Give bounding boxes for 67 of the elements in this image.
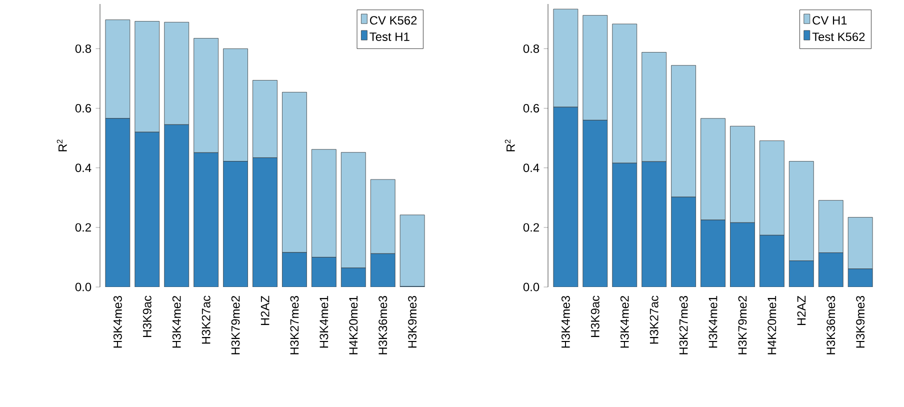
- bar: [612, 163, 637, 287]
- y-tick-label: 0.8: [75, 44, 92, 53]
- bar: [341, 268, 366, 287]
- x-tick-label: H3K36me3: [826, 296, 836, 354]
- bar: [700, 220, 726, 287]
- bar: [223, 161, 248, 287]
- y-tick-label: 0.6: [75, 104, 92, 112]
- x-tick-label: H3K79me2: [231, 296, 240, 354]
- bar: [312, 149, 336, 258]
- y-tick-label: 0.2: [523, 223, 539, 232]
- y-tick-label: 0.0: [75, 282, 92, 292]
- y-tick-label: 0.2: [75, 223, 91, 232]
- legend-label: Test H1: [370, 32, 410, 41]
- bar: [370, 179, 396, 254]
- bar: [105, 118, 130, 287]
- bar: [642, 162, 666, 287]
- bar: [164, 124, 189, 287]
- bar: [252, 158, 278, 287]
- bar: [848, 268, 873, 287]
- x-tick-label: H4K20me1: [768, 296, 776, 354]
- x-tick-label: H3K4me3: [113, 296, 122, 348]
- bar: [730, 222, 755, 287]
- x-tick-label: H3K4me2: [620, 296, 629, 348]
- x-tick-label: H3K36me3: [378, 296, 388, 354]
- x-tick-label: H3K27me3: [290, 296, 299, 354]
- x-tick-label: H3K4me1: [708, 296, 718, 348]
- x-tick-label: H3K9me3: [856, 296, 865, 348]
- x-tick-label: H2AZ: [260, 296, 270, 326]
- x-tick-label: H3K4me3: [561, 296, 570, 348]
- legend-label: Test K562: [812, 32, 865, 42]
- bar: [818, 200, 844, 253]
- y-tick-label: 0.6: [523, 104, 540, 112]
- x-tick-label: H2AZ: [797, 296, 806, 326]
- x-tick-label: H3K9me3: [408, 296, 417, 348]
- y-axis-title: R$^{2}$: [504, 140, 515, 152]
- x-tick-label: H3K79me2: [738, 296, 747, 354]
- x-tick-label: H3K27ac: [202, 296, 210, 344]
- bar: [818, 252, 844, 287]
- bar: [700, 118, 726, 220]
- y-tick-label: 0.8: [523, 44, 540, 53]
- bar: [134, 132, 160, 287]
- x-tick-label: H3K4me2: [172, 296, 181, 348]
- legend-label: CV H1: [812, 16, 847, 25]
- bar: [582, 120, 608, 287]
- bar: [760, 235, 784, 287]
- y-tick-label: 0.0: [523, 282, 540, 292]
- bar: [553, 107, 578, 287]
- bar: [788, 161, 814, 261]
- bar: [730, 126, 755, 223]
- bar: [312, 257, 336, 287]
- bar: [760, 140, 784, 236]
- legend-label: CV K562: [370, 16, 417, 25]
- x-tick-label: H3K9ac: [590, 296, 600, 337]
- x-tick-label: H3K27ac: [650, 296, 658, 344]
- y-axis-title: R$^{2}$: [56, 140, 67, 152]
- bar: [282, 252, 307, 287]
- x-tick-label: H3K27me3: [679, 296, 688, 354]
- x-tick-label: H3K4me1: [320, 296, 328, 348]
- bar: [370, 254, 396, 287]
- bar: [340, 152, 366, 268]
- y-tick-label: 0.4: [523, 164, 540, 172]
- x-tick-label: H3K9ac: [142, 296, 152, 337]
- y-tick-label: 0.4: [75, 164, 92, 172]
- bar: [789, 260, 814, 287]
- bar: [194, 152, 218, 287]
- x-tick-label: H4K20me1: [349, 296, 358, 354]
- bar: [671, 197, 696, 287]
